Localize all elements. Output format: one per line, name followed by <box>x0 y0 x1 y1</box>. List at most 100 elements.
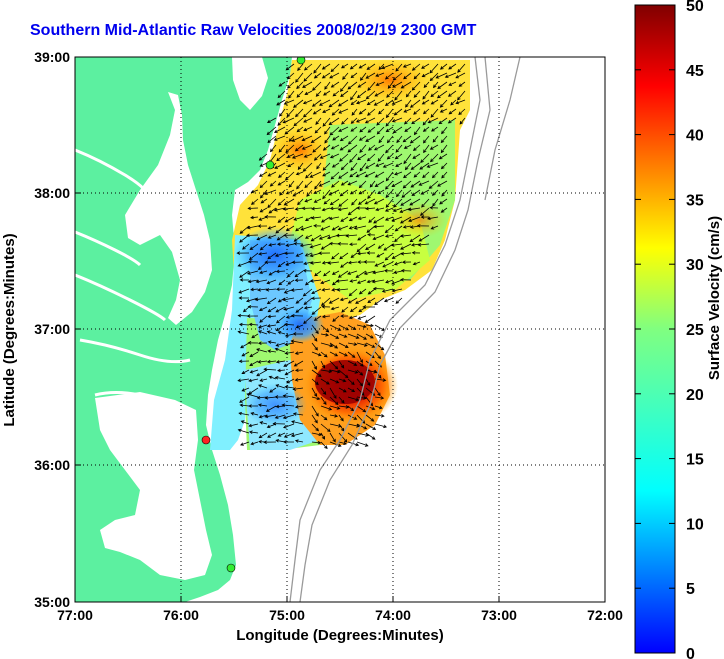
velocity-arrow <box>374 423 387 429</box>
velocity-arrow <box>332 135 340 141</box>
velocity-arrow <box>347 396 360 402</box>
colorbar-title: Surface Velocity (cm/s) <box>706 216 723 380</box>
velocity-arrow <box>304 234 313 239</box>
velocity-arrow <box>409 99 421 108</box>
velocity-arrow <box>391 279 403 285</box>
velocity-arrow <box>258 330 268 335</box>
velocity-arrow <box>410 162 421 170</box>
velocity-arrow <box>374 342 385 351</box>
y-tick-label: 39:00 <box>34 49 70 65</box>
x-tick-label: 77:00 <box>57 607 93 623</box>
velocity-arrow <box>448 81 457 86</box>
velocity-arrow <box>375 162 385 167</box>
velocity-arrow <box>381 63 394 70</box>
velocity-arrow <box>320 360 325 369</box>
velocity-arrow <box>248 404 258 408</box>
velocity-arrow <box>247 259 259 264</box>
x-tick-label: 73:00 <box>481 607 517 623</box>
velocity-arrow <box>237 428 250 434</box>
velocity-arrow <box>450 99 457 106</box>
velocity-arrow <box>257 359 268 364</box>
velocity-arrow <box>399 207 412 213</box>
velocity-arrow <box>409 234 421 243</box>
velocity-arrow <box>413 171 421 178</box>
velocity-arrow <box>356 243 367 253</box>
velocity-arrow <box>322 108 331 113</box>
velocity-arrow <box>259 270 268 274</box>
velocity-arrow <box>328 189 340 196</box>
velocity-arrow <box>376 252 385 258</box>
x-tick-label: 74:00 <box>375 607 411 623</box>
velocity-arrow <box>311 432 323 437</box>
station-marker-1[interactable] <box>296 56 306 65</box>
velocity-arrow <box>405 99 412 108</box>
velocity-arrow <box>440 207 448 213</box>
velocity-arrow <box>457 63 466 73</box>
velocity-arrow <box>338 432 348 443</box>
velocity-arrow <box>279 108 286 117</box>
velocity-arrow <box>401 260 412 264</box>
velocity-arrow <box>295 306 304 313</box>
velocity-arrow <box>258 171 268 177</box>
velocity-arrow <box>311 440 322 445</box>
velocity-arrow <box>338 360 345 369</box>
velocity-arrow <box>239 396 250 403</box>
velocity-arrow <box>338 324 350 331</box>
velocity-arrow <box>393 270 403 274</box>
velocity-arrow <box>439 198 448 205</box>
velocity-arrow <box>358 288 367 295</box>
velocity-arrow <box>429 206 439 210</box>
velocity-arrow <box>241 369 250 374</box>
velocity-arrow <box>299 243 313 248</box>
albemarle-sound <box>95 392 212 580</box>
velocity-arrow <box>258 432 268 439</box>
velocity-arrow <box>349 242 358 247</box>
velocity-arrow <box>359 162 367 172</box>
velocity-arrow <box>291 153 304 159</box>
velocity-arrow <box>277 117 286 126</box>
velocity-arrow <box>375 207 385 212</box>
velocity-arrow <box>338 441 348 445</box>
velocity-arrow <box>257 403 268 407</box>
velocity-arrow <box>350 90 358 101</box>
velocity-arrow <box>351 108 358 116</box>
velocity-arrow <box>311 378 319 386</box>
velocity-arrow <box>364 171 376 178</box>
velocity-arrow <box>304 180 313 189</box>
velocity-arrow <box>432 81 439 89</box>
velocity-arrow <box>357 315 367 320</box>
velocity-arrow <box>444 72 457 78</box>
velocity-arrow <box>329 333 340 339</box>
velocity-arrow <box>283 440 295 444</box>
velocity-arrow <box>237 330 250 335</box>
velocity-arrow <box>247 206 259 211</box>
velocity-arrow <box>323 270 331 277</box>
station-marker-4[interactable] <box>226 563 236 573</box>
velocity-arrow <box>403 72 412 80</box>
velocity-arrow <box>295 252 304 257</box>
velocity-arrow <box>427 117 439 124</box>
velocity-arrow <box>275 384 286 389</box>
velocity-arrow <box>413 126 421 136</box>
velocity-arrow <box>321 305 331 309</box>
station-marker-3[interactable] <box>201 435 211 445</box>
station-marker-2[interactable] <box>265 160 275 170</box>
velocity-arrow <box>395 63 403 72</box>
velocity-arrow <box>378 63 385 71</box>
velocity-arrow <box>303 126 313 132</box>
velocity-arrow <box>238 411 250 416</box>
velocity-arrow <box>355 99 367 105</box>
velocity-arrow <box>409 198 421 206</box>
velocity-arrow <box>309 243 322 249</box>
velocity-arrow <box>356 369 364 376</box>
velocity-arrow <box>355 270 367 278</box>
velocity-arrow <box>288 135 295 142</box>
velocity-arrow <box>378 108 385 115</box>
velocity-arrow <box>329 342 339 349</box>
colorbar-ticks <box>635 4 675 654</box>
velocity-arrow <box>268 375 277 380</box>
velocity-arrow <box>272 421 286 426</box>
velocity-arrow <box>267 306 277 313</box>
velocity-arrow <box>302 81 313 88</box>
velocity-arrow <box>394 261 403 266</box>
